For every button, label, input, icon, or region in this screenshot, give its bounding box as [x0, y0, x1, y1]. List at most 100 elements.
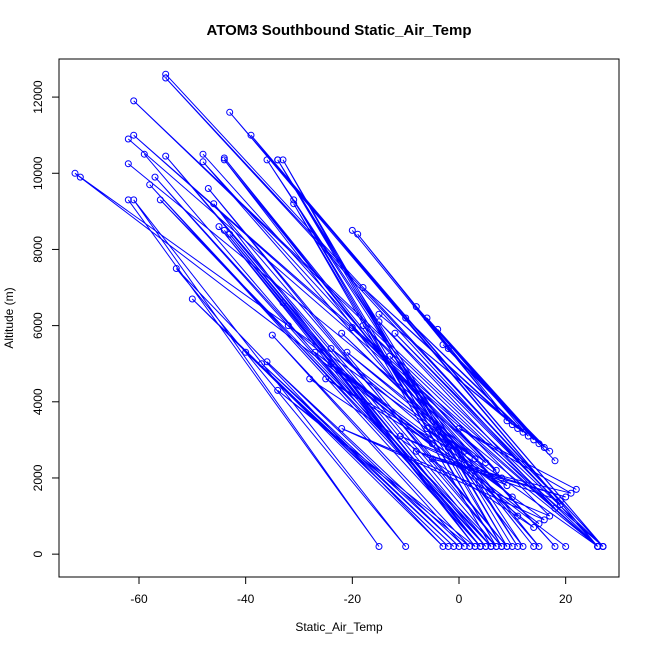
y-tick-label: 12000: [31, 80, 45, 114]
data-point: [338, 329, 346, 337]
data-point: [274, 156, 282, 164]
data-point: [156, 196, 164, 204]
data-point: [322, 375, 330, 383]
data-point: [503, 543, 511, 550]
data-point: [471, 543, 479, 550]
data-point: [71, 169, 79, 177]
series-line: [127, 199, 481, 547]
data-point: [546, 447, 554, 455]
data-point: [348, 226, 356, 234]
data-point: [455, 425, 463, 432]
data-point: [492, 543, 500, 550]
data-point: [124, 135, 132, 143]
data-point: [124, 196, 132, 204]
data-point: [348, 324, 356, 331]
series-line: [202, 153, 556, 547]
data-point: [546, 512, 554, 520]
data-point: [359, 322, 367, 330]
data-point: [434, 325, 442, 333]
data-point: [188, 295, 196, 303]
data-point: [530, 543, 538, 550]
data-point: [535, 440, 543, 448]
data-point: [220, 226, 228, 234]
data-point: [130, 196, 138, 204]
data-point: [412, 447, 420, 455]
x-tick-label: 0: [456, 592, 463, 606]
x-tick-label: -40: [237, 592, 255, 606]
y-axis-label: Altitude (m): [2, 287, 16, 348]
data-point: [162, 70, 170, 78]
data-point: [375, 318, 383, 326]
plot-frame: [58, 58, 620, 578]
data-point: [439, 341, 447, 349]
data-point: [535, 543, 543, 550]
data-point: [482, 459, 490, 467]
data-point: [466, 543, 474, 550]
data-point: [391, 329, 399, 337]
data-point: [199, 158, 207, 166]
data-point: [562, 543, 570, 550]
data-point: [375, 310, 383, 318]
data-point: [359, 284, 367, 291]
x-tick-label: 20: [559, 592, 573, 606]
data-point: [226, 108, 234, 116]
x-tick-label: -60: [130, 592, 148, 606]
data-point: [423, 425, 431, 432]
series-line: [351, 230, 556, 462]
data-point: [199, 150, 207, 158]
y-axis: 0 2000 4000 6000 8000 10000 12000: [31, 80, 59, 557]
y-tick-label: 6000: [31, 312, 45, 339]
data-point: [220, 156, 228, 164]
data-point: [551, 543, 559, 550]
data-point: [476, 543, 484, 550]
data-point: [460, 543, 468, 550]
data-point: [450, 543, 458, 550]
data-point: [247, 131, 255, 139]
data-point: [428, 455, 436, 463]
data-point: [226, 230, 234, 238]
data-point: [444, 345, 452, 352]
data-point: [530, 524, 538, 531]
data-point: [460, 447, 468, 455]
data-point: [439, 543, 447, 550]
data-point: [343, 348, 351, 356]
y-tick-label: 2000: [31, 464, 45, 491]
data-point: [146, 181, 154, 189]
data-point: [487, 543, 495, 550]
data-point: [514, 512, 522, 520]
data-point: [562, 493, 570, 501]
data-point: [551, 504, 559, 512]
data-point: [455, 543, 463, 550]
data-point: [242, 348, 250, 356]
data-point: [268, 331, 276, 339]
data-point: [263, 358, 271, 366]
data-point: [124, 160, 132, 168]
data-point: [290, 200, 298, 208]
data-point: [220, 154, 228, 162]
data-point: [172, 265, 180, 272]
data-point: [375, 543, 383, 550]
data-point: [151, 173, 159, 181]
data-point: [471, 455, 479, 463]
data-point: [514, 543, 522, 550]
data-point: [263, 156, 271, 164]
data-point: [279, 156, 287, 164]
x-tick-label: -20: [344, 592, 362, 606]
series-layer: [71, 70, 607, 550]
data-point: [508, 543, 516, 550]
data-point: [540, 516, 548, 524]
data-point: [524, 432, 532, 440]
data-point: [535, 520, 543, 528]
data-point: [76, 173, 84, 181]
data-point: [284, 322, 292, 330]
y-tick-label: 0: [31, 550, 45, 557]
data-point: [519, 543, 527, 550]
data-point: [434, 428, 442, 436]
y-tick-label: 8000: [31, 236, 45, 263]
data-point: [327, 345, 335, 352]
data-point: [556, 501, 564, 509]
data-point: [402, 314, 410, 322]
data-point: [498, 543, 506, 550]
data-point: [306, 375, 314, 383]
